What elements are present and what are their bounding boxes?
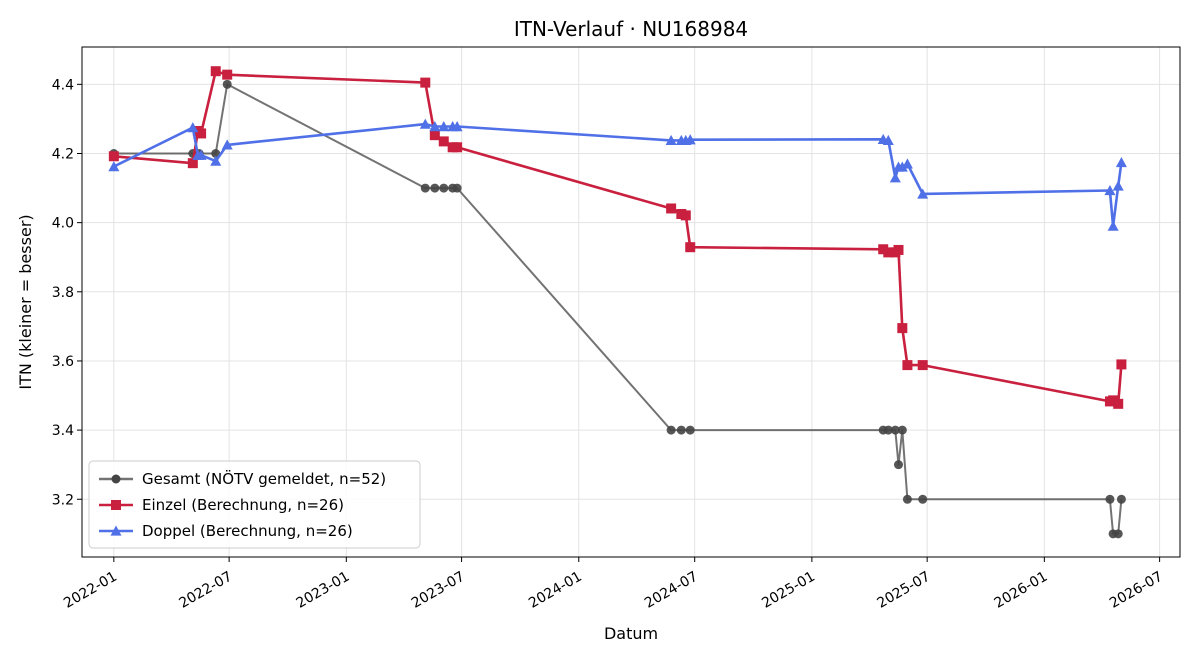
data-point [666,203,677,214]
y-tick-label: 4.4 [52,77,74,93]
legend-item: Gesamt (NÖTV gemeldet, n=52) [99,469,386,488]
data-point [917,188,929,199]
data-point [108,161,120,172]
data-point [1116,359,1127,370]
series-line [113,69,1123,406]
data-point [187,122,199,133]
data-point [897,323,908,334]
data-point [901,158,913,169]
data-point [1113,398,1124,409]
data-point [883,425,893,435]
x-tick-label: 2024-01 [526,569,585,612]
legend-marker [111,500,121,510]
x-tick-label: 2022-07 [176,569,235,612]
data-point [1105,494,1115,504]
x-tick-label: 2023-07 [409,569,468,612]
data-point [429,121,441,132]
data-point [196,128,207,139]
x-tick-label: 2023-01 [294,569,353,612]
data-point [882,134,894,146]
data-point [438,121,450,132]
data-point [666,425,676,435]
data-point [890,425,900,435]
data-point [429,130,440,141]
data-point [883,247,894,258]
data-point [222,69,233,80]
legend-box [88,460,421,549]
x-tick-label: 2024-07 [642,569,701,612]
data-point [902,494,912,504]
data-point [878,244,889,255]
x-tick-label: 2025-07 [874,569,933,612]
data-point [439,183,449,193]
x-tick-label: 2026-01 [992,569,1051,612]
legend-label: Doppel (Berechnung, n=26) [142,522,353,540]
data-point [187,158,198,169]
x-tick-label: 2022-01 [61,569,120,612]
data-point [685,242,696,253]
data-point [210,66,221,77]
x-axis-label: Datum [604,624,658,643]
data-point [893,460,903,470]
y-axis-label: ITN (kleiner = besser) [16,214,35,389]
x-tick-label: 2025-01 [759,569,818,612]
data-point [452,142,463,153]
data-point [195,149,207,160]
y-tick-label: 3.2 [52,492,74,508]
data-point [1113,529,1123,539]
data-point [419,118,431,129]
legend-item: Einzel (Berechnung, n=26) [99,496,344,514]
data-point [222,79,232,89]
y-tick-label: 3.6 [52,354,74,370]
data-point [680,210,691,221]
data-point [1116,494,1126,504]
plot-frame [81,46,1181,558]
data-point [665,134,677,146]
data-point [893,244,904,255]
legend-marker [111,474,121,484]
data-point [918,494,928,504]
legend-label: Einzel (Berechnung, n=26) [142,496,344,514]
legend: Gesamt (NÖTV gemeldet, n=52) Einzel (Bere… [88,460,421,549]
chart-title: ITN-Verlauf · NU168984 [514,17,748,41]
legend-label: Gesamt (NÖTV gemeldet, n=52) [142,469,386,488]
data-point [1112,180,1124,191]
x-tick-label: 2026-07 [1107,569,1166,612]
legend-item: Doppel (Berechnung, n=26) [99,522,353,540]
data-point [676,425,686,435]
data-point [438,136,449,147]
data-point [420,183,430,193]
data-point [108,151,119,162]
series-line [113,122,1123,228]
legend-marker [110,525,122,536]
data-point [896,161,908,172]
data-point [451,121,463,132]
data-point [221,139,233,150]
data-point [897,425,907,435]
series-triangle [108,118,1127,231]
data-point [210,155,222,166]
grid-layer [82,47,1180,557]
y-tick-label: 4.2 [52,146,74,162]
data-point [430,183,440,193]
data-point [420,77,431,88]
data-point [889,172,901,183]
data-point [452,183,462,193]
data-point [902,360,913,371]
data-point [684,134,696,145]
data-point [1115,156,1127,168]
data-point [1108,395,1119,406]
data-point [1107,220,1119,231]
data-point [1104,184,1116,196]
data-point [917,360,928,371]
y-tick-label: 3.8 [52,285,74,301]
data-point [685,425,695,435]
series-layer [108,66,1127,539]
series-square [108,66,1127,409]
y-tick-label: 4.0 [52,216,74,232]
y-tick-label: 3.4 [52,423,74,439]
